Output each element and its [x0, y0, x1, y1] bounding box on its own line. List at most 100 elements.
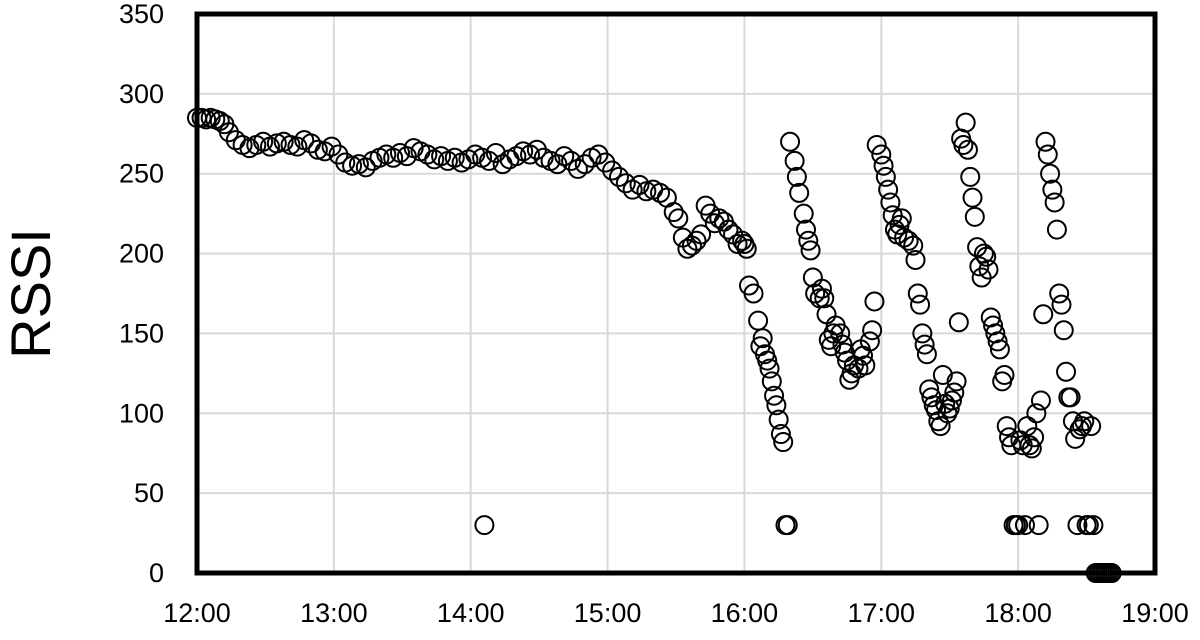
- data-point: [907, 283, 928, 304]
- y-tick-label: 300: [119, 79, 164, 109]
- data-point: [859, 331, 880, 352]
- data-point: [987, 331, 1008, 352]
- data-point: [976, 246, 997, 267]
- data-point: [996, 416, 1017, 437]
- data-point: [342, 155, 363, 176]
- data-point: [811, 278, 832, 299]
- data-point: [1042, 179, 1063, 200]
- data-point: [944, 382, 965, 403]
- data-point: [1078, 515, 1099, 536]
- data-point: [1044, 192, 1065, 213]
- data-point: [615, 173, 636, 194]
- data-point: [948, 312, 969, 333]
- data-point: [953, 134, 974, 155]
- data-point: [800, 240, 821, 261]
- data-point: [878, 179, 899, 200]
- data-point: [1008, 515, 1029, 536]
- data-point: [1051, 294, 1072, 315]
- x-tick-label: 13:00: [300, 598, 368, 628]
- data-point: [960, 166, 981, 187]
- data-point: [871, 144, 892, 165]
- data-point: [1035, 131, 1056, 152]
- x-tick-label: 17:00: [847, 598, 915, 628]
- data-point: [773, 432, 794, 453]
- data-point: [921, 387, 942, 408]
- data-point: [704, 213, 725, 234]
- data-point: [355, 157, 376, 178]
- data-point: [1046, 219, 1067, 240]
- x-tick-label: 12:00: [163, 598, 231, 628]
- data-point: [862, 320, 883, 341]
- data-point: [941, 390, 962, 411]
- grid-lines: [196, 13, 1156, 574]
- data-point: [1026, 403, 1047, 424]
- data-point: [962, 187, 983, 208]
- data-point: [994, 364, 1015, 385]
- data-point: [748, 310, 769, 331]
- data-point: [798, 230, 819, 251]
- data-point: [957, 139, 978, 160]
- data-points: [187, 107, 1122, 583]
- data-point: [1021, 438, 1042, 459]
- data-point: [1081, 416, 1102, 437]
- data-point: [930, 416, 951, 437]
- data-point: [287, 136, 308, 157]
- y-tick-label: 250: [119, 159, 164, 189]
- data-point: [1037, 144, 1058, 165]
- data-point: [955, 112, 976, 133]
- data-point: [757, 350, 778, 371]
- x-tick-label: 19:00: [1121, 598, 1189, 628]
- data-point: [663, 202, 684, 223]
- y-tick-label: 0: [149, 558, 164, 588]
- data-point: [602, 160, 623, 181]
- data-point: [718, 219, 739, 240]
- data-point: [1040, 163, 1061, 184]
- y-tick-label: 50: [134, 478, 164, 508]
- data-point: [784, 150, 805, 171]
- data-point: [814, 288, 835, 309]
- y-tick-label: 150: [119, 318, 164, 348]
- x-tick-label: 16:00: [711, 598, 779, 628]
- y-tick-label: 100: [119, 398, 164, 428]
- data-point: [880, 192, 901, 213]
- data-point: [736, 238, 757, 259]
- data-point: [873, 155, 894, 176]
- x-tick-label: 14:00: [437, 598, 505, 628]
- data-point: [266, 133, 287, 154]
- data-point: [770, 424, 791, 445]
- data-point: [768, 409, 789, 430]
- y-tick-label: 200: [119, 239, 164, 269]
- data-point: [474, 515, 495, 536]
- data-point: [1083, 515, 1104, 536]
- data-point: [989, 339, 1010, 360]
- data-point: [1056, 361, 1077, 382]
- data-point: [759, 358, 780, 379]
- data-point: [743, 283, 764, 304]
- x-axis-tick-labels: 12:00 13:00 14:00 15:00 16:00 17:00 18:00 19:00: [163, 598, 1189, 628]
- data-point: [686, 230, 707, 251]
- data-point: [796, 219, 817, 240]
- data-point: [793, 203, 814, 224]
- data-point: [1030, 390, 1051, 411]
- x-tick-label: 15:00: [574, 598, 642, 628]
- data-point: [789, 182, 810, 203]
- data-point: [916, 344, 937, 365]
- data-point: [691, 224, 712, 245]
- data-point: [1065, 428, 1086, 449]
- data-point: [964, 206, 985, 227]
- data-point: [1033, 304, 1054, 325]
- data-point: [1060, 387, 1081, 408]
- data-point: [485, 142, 506, 163]
- data-point: [1053, 320, 1074, 341]
- data-point: [946, 371, 967, 392]
- data-point: [668, 208, 689, 229]
- data-point: [905, 249, 926, 270]
- data-point: [574, 154, 595, 175]
- x-tick-label: 18:00: [984, 598, 1052, 628]
- data-point: [898, 230, 919, 251]
- data-point: [777, 515, 798, 536]
- y-axis-tick-labels: 0 50 100 150 200 250 300 350: [119, 0, 164, 588]
- data-point: [307, 139, 328, 160]
